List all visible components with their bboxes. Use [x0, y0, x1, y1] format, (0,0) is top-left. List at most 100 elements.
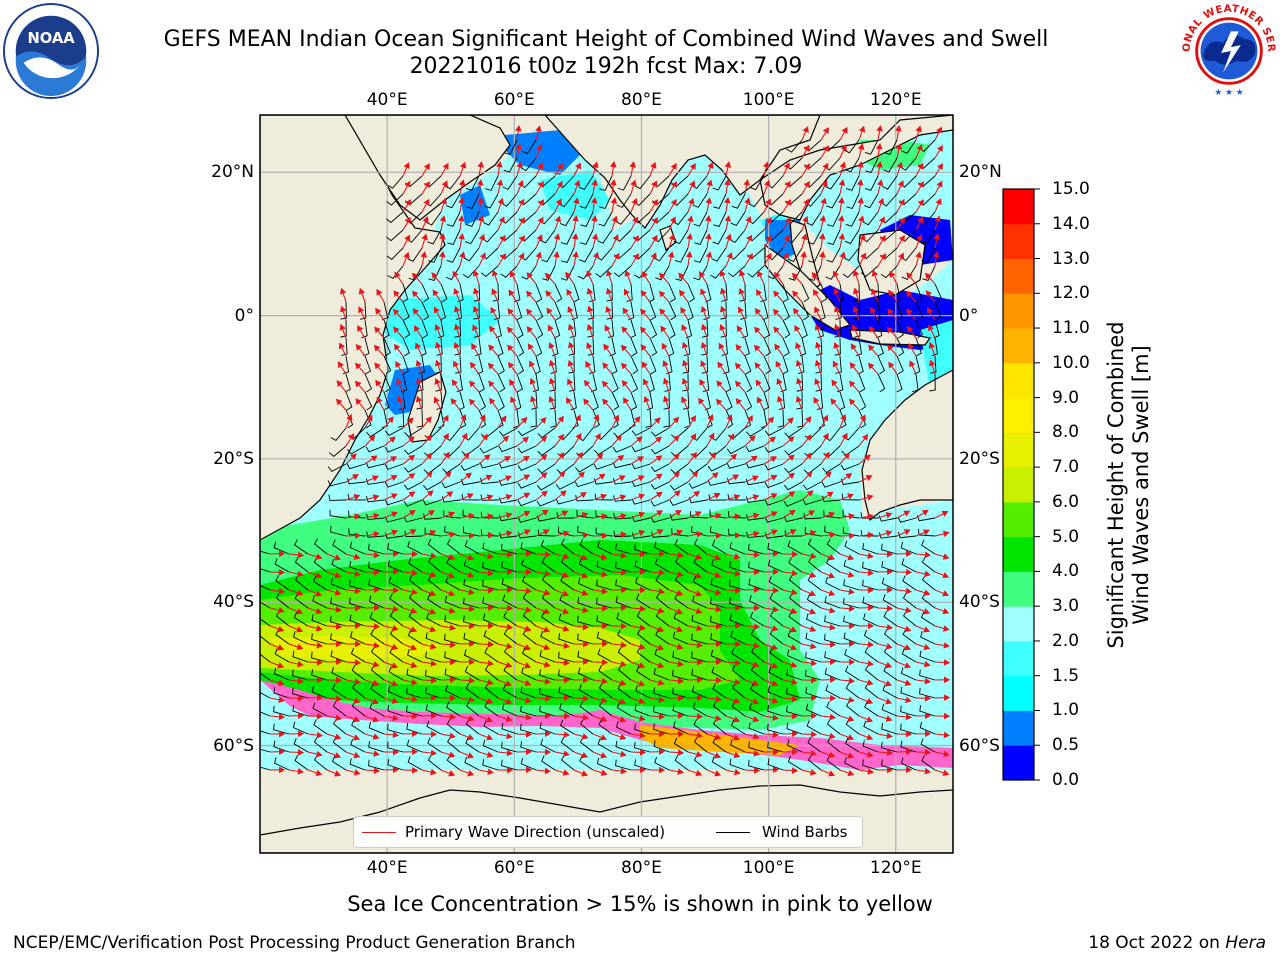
wave-arrowhead-1021 [639, 731, 646, 739]
wind-barb-821 [920, 611, 936, 627]
wave-arrowhead-790 [354, 622, 362, 630]
wind-barb-239 [668, 301, 677, 321]
wave-arrowhead-175 [613, 252, 620, 260]
colorbar-block-1 [1003, 710, 1034, 746]
wave-arrowhead-543 [752, 475, 759, 482]
wave-arrowhead-168 [479, 252, 486, 260]
wave-arrowhead-552 [390, 493, 398, 500]
wind-barb-331 [589, 355, 596, 375]
wind-barb-585 [462, 509, 480, 519]
wave-arrowhead-1039 [297, 749, 305, 756]
wave-arrowhead-614 [429, 529, 437, 537]
wind-barb-1092 [596, 757, 613, 771]
wave-arrowhead-28 [556, 163, 564, 171]
wind-barb-825 [311, 633, 328, 645]
wave-arrowhead-499 [443, 451, 450, 459]
wave-arrowhead-674 [886, 550, 894, 558]
wave-arrowhead-517 [788, 454, 795, 461]
wave-arrowhead-279 [814, 306, 821, 314]
wave-arrowhead-412 [376, 396, 383, 404]
colorbar-block-10 [1003, 397, 1034, 433]
wind-barb-751 [275, 592, 290, 609]
wave-arrowhead-953 [715, 695, 723, 703]
wave-arrowhead-559 [523, 492, 531, 499]
wave-arrowhead-155 [784, 234, 790, 242]
legend-barb-swatch [716, 832, 750, 833]
wave-arrowhead-532 [540, 472, 548, 479]
wind-barb-371 [744, 373, 753, 393]
wave-arrowhead-988 [696, 713, 704, 720]
wind-barb-728 [522, 575, 537, 591]
australia-land [861, 369, 953, 522]
wind-barb-873 [539, 650, 556, 663]
wave-arrowhead-677 [942, 553, 950, 560]
wave-arrowhead-227 [432, 289, 439, 297]
wind-barb-169 [480, 265, 499, 278]
wave-arrowhead-427 [663, 395, 670, 403]
wind-barb-883 [731, 647, 746, 663]
wave-arrowhead-157 [819, 233, 826, 240]
wind-barb-263 [516, 319, 524, 339]
wave-arrowhead-689 [487, 569, 495, 577]
wind-barb-254 [340, 319, 347, 338]
wave-arrowhead-297 [547, 324, 554, 332]
wave-arrowhead-404 [755, 379, 762, 387]
wave-arrowhead-315 [886, 326, 894, 334]
wave-arrowhead-313 [852, 324, 858, 332]
wind-barb-284 [915, 319, 924, 339]
wave-arrowhead-447 [520, 416, 528, 424]
wind-barb-410 [345, 409, 354, 429]
wind-barb-644 [294, 539, 309, 555]
wind-barb-1054 [560, 736, 575, 753]
wave-arrowhead-179 [685, 250, 693, 258]
wave-arrowhead-12 [803, 144, 810, 152]
wave-arrowhead-627 [676, 529, 684, 536]
wind-barb-595 [650, 516, 670, 523]
wind-barb-918 [711, 666, 727, 681]
wind-barb-1067 [807, 737, 822, 753]
wind-barb-509 [612, 461, 632, 469]
wind-barb-1035 [881, 723, 898, 735]
low-wave-region [460, 185, 490, 225]
wind-barb-541 [688, 481, 708, 489]
wind-barb-768 [596, 597, 613, 609]
wave-arrowhead-133 [917, 216, 924, 224]
wave-arrowhead-1009 [411, 730, 419, 738]
wave-arrowhead-851 [829, 641, 837, 648]
wave-arrowhead-454 [654, 417, 661, 424]
wave-arrowhead-767 [601, 604, 609, 612]
wave-arrowhead-904 [468, 677, 476, 684]
wind-barb-719 [349, 579, 366, 591]
wave-arrowhead-531 [523, 474, 531, 481]
wave-arrowhead-74 [897, 180, 904, 188]
wave-arrowhead-1106 [887, 766, 894, 774]
wave-arrowhead-738 [734, 587, 742, 594]
wind-barb-330 [568, 355, 575, 374]
wind-barb-747 [881, 577, 898, 591]
wind-barb-551 [347, 493, 366, 501]
wind-barb-260 [454, 319, 461, 338]
wave-arrowhead-414 [415, 395, 423, 403]
wave-arrowhead-710 [886, 568, 894, 576]
wind-barb-467 [346, 445, 366, 455]
wave-arrowhead-910 [583, 676, 590, 684]
colorbar-block-13 [1003, 293, 1034, 329]
wind-barb-574 [783, 499, 803, 507]
wind-barb-633 [764, 532, 784, 539]
wind-barb-212 [760, 283, 767, 303]
wind-barb-501 [460, 463, 480, 471]
wave-arrowhead-875 [601, 658, 609, 666]
wave-arrowhead-242 [720, 287, 727, 295]
wind-barb-32 [617, 175, 632, 191]
wave-arrowhead-1073 [943, 750, 950, 758]
wave-arrowhead-880 [697, 658, 704, 666]
chart-subtitle: 20221016 t00z 192h fcst Max: 7.09 [409, 54, 803, 79]
wave-arrowhead-47 [936, 163, 943, 171]
wave-arrowhead-668 [772, 550, 780, 558]
wave-arrowhead-801 [562, 625, 570, 632]
wave-arrowhead-1037 [943, 731, 951, 739]
wave-arrowhead-578 [354, 513, 361, 520]
wind-barb-369 [702, 373, 710, 393]
wave-arrowhead-445 [479, 414, 486, 422]
wave-arrowhead-269 [622, 307, 629, 315]
